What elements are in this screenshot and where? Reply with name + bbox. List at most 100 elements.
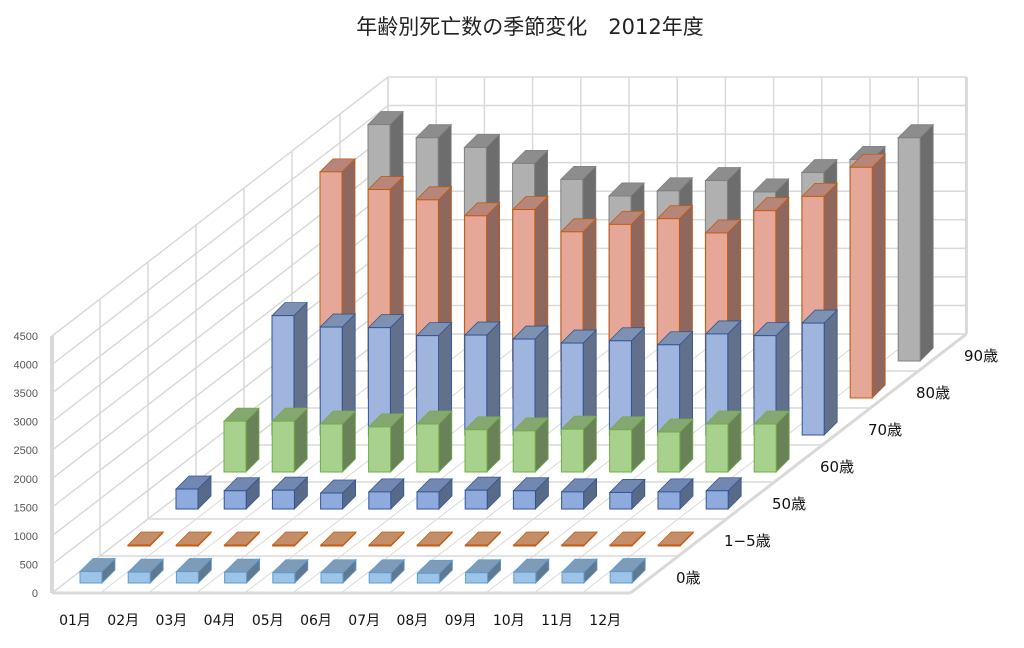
- bar-0歳-12月: [609, 557, 647, 584]
- bar-60歳-12月: [753, 410, 791, 473]
- bar-front-face: [368, 491, 392, 510]
- bar-50歳-01月: [175, 475, 212, 510]
- bar-0歳-04月: [223, 558, 261, 584]
- bar-50歳-07月: [464, 476, 502, 510]
- bar-front-face: [465, 572, 489, 584]
- bar-0歳-06月: [320, 558, 357, 584]
- bar-front-face: [512, 490, 536, 510]
- bar-70歳-04月: [415, 321, 453, 436]
- bar-0歳-10月: [512, 558, 550, 584]
- bar-side-face: [919, 123, 934, 362]
- bar-70歳-08月: [608, 326, 646, 436]
- bar-front-face: [657, 491, 681, 510]
- y-tick-label: 1500: [14, 502, 38, 514]
- bar-front-face: [416, 423, 440, 473]
- bar-front-face: [705, 423, 729, 473]
- y-tick-label: 0: [32, 588, 38, 600]
- bar-front-face: [368, 426, 392, 473]
- bar-1−5歳-05月: [319, 531, 357, 547]
- bar-front-face: [368, 572, 392, 584]
- bar-0歳-07月: [368, 558, 406, 584]
- series-label: 50歳: [772, 495, 806, 513]
- bar-front-face: [271, 420, 295, 473]
- bar-front-face: [320, 572, 344, 584]
- series-label: 90歳: [964, 347, 998, 365]
- x-tick-label: 02月: [107, 613, 139, 629]
- bar-1−5歳-09月: [512, 531, 550, 547]
- bar-50歳-10月: [608, 478, 646, 510]
- bar-front-face: [897, 137, 921, 362]
- series-label: 1−5歳: [724, 532, 771, 550]
- bar-front-face: [801, 322, 825, 436]
- bar-60歳-08月: [560, 415, 598, 473]
- bar-front-face: [560, 428, 584, 473]
- bar-70歳-09月: [656, 330, 694, 436]
- bar-60歳-01月: [223, 407, 260, 473]
- x-tick-label: 07月: [348, 613, 380, 629]
- bar-90歳-12月: [897, 123, 935, 362]
- labels: 0 500 1000 1500 2000 2500 3000 3500 4000 4500 01月 0…: [14, 331, 999, 629]
- bar-front-face: [320, 492, 344, 510]
- bar-50歳-08月: [512, 476, 550, 510]
- bar-front-face: [416, 491, 440, 510]
- bar-60歳-03月: [319, 410, 357, 473]
- bar-60歳-09月: [608, 415, 646, 473]
- bar-front-face: [753, 423, 777, 473]
- bar-front-face: [319, 423, 343, 473]
- bar-front-face: [513, 571, 537, 584]
- bar-1−5歳-08月: [464, 531, 502, 547]
- bar-1−5歳-04月: [271, 531, 309, 547]
- bar-1−5歳-07月: [416, 531, 454, 547]
- bar-60歳-07月: [512, 416, 550, 473]
- series-label: 80歳: [916, 384, 950, 402]
- bar-0歳-05月: [271, 558, 309, 584]
- gridline-left-wall: [51, 104, 389, 366]
- series-label: 70歳: [868, 421, 902, 439]
- bar-1−5歳-06月: [368, 531, 405, 547]
- bar-front-face: [416, 544, 440, 547]
- bar-front-face: [657, 544, 681, 547]
- bar-1−5歳-03月: [223, 531, 261, 547]
- bar-front-face: [272, 544, 296, 547]
- bar-0歳-01月: [79, 557, 116, 584]
- bar-1−5歳-01月: [127, 531, 164, 547]
- bar-0歳-02月: [127, 558, 165, 584]
- bar-front-face: [320, 544, 344, 547]
- bar-front-face: [271, 489, 295, 510]
- chart-title: 年齢別死亡数の季節変化 2012年度: [356, 15, 703, 39]
- bar-70歳-02月: [319, 313, 357, 436]
- x-tick-label: 06月: [300, 613, 332, 629]
- x-tick-label: 05月: [252, 613, 284, 629]
- bar-front-face: [175, 544, 199, 547]
- bar-front-face: [609, 571, 633, 584]
- bar-front-face: [849, 166, 873, 399]
- bar-front-face: [223, 544, 247, 547]
- bar-60歳-02月: [271, 407, 309, 473]
- y-tick-label: 500: [20, 559, 38, 571]
- bar-50歳-11月: [657, 477, 694, 510]
- x-tick-label: 10月: [493, 613, 525, 629]
- bar-front-face: [224, 571, 248, 584]
- bar-front-face: [561, 491, 585, 510]
- bar-0歳-11月: [561, 558, 598, 584]
- bar-front-face: [175, 488, 199, 510]
- bar-0歳-09月: [464, 558, 502, 584]
- y-tick-label: 4000: [14, 360, 38, 372]
- x-tick-label: 01月: [59, 613, 91, 629]
- bar-1−5歳-11月: [609, 531, 646, 547]
- y-tick-label: 2000: [14, 474, 38, 486]
- bar-70歳-06月: [512, 325, 549, 436]
- bar-front-face: [223, 490, 247, 510]
- bar-50歳-04月: [319, 479, 357, 510]
- bar-1−5歳-02月: [175, 531, 213, 547]
- bar-front-face: [127, 544, 151, 547]
- bar-50歳-02月: [223, 476, 261, 510]
- bar-50歳-12月: [705, 476, 743, 510]
- bar-front-face: [368, 544, 392, 547]
- bar-50歳-03月: [271, 476, 309, 510]
- bar-1−5歳-10月: [560, 531, 598, 547]
- bar-60歳-05月: [415, 410, 453, 473]
- bar-front-face: [223, 420, 247, 473]
- y-tick-label: 3000: [14, 417, 38, 429]
